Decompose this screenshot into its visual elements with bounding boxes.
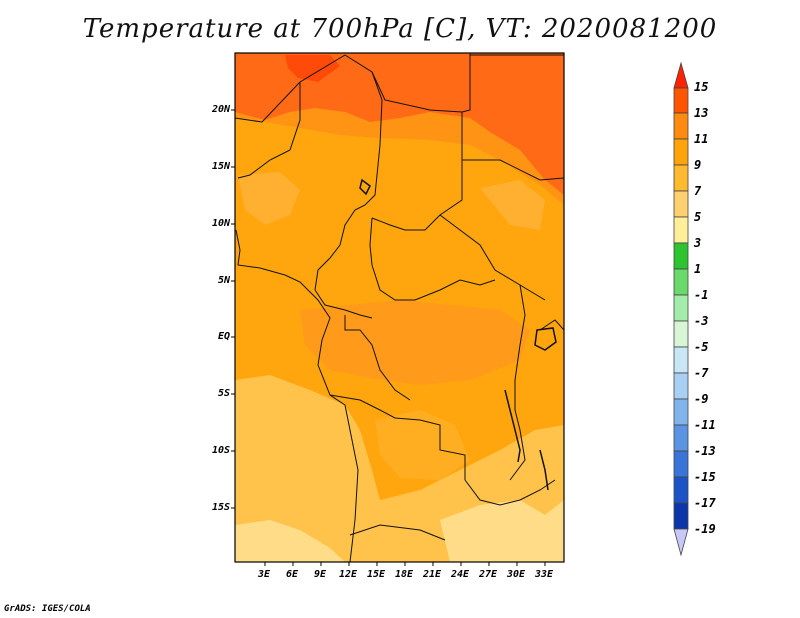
colorbar-label: 5 — [694, 210, 702, 224]
cb-9 — [673, 164, 689, 192]
border-zambia — [464, 479, 556, 506]
border-angola-namibia — [349, 524, 446, 541]
border-chad-sudan — [314, 144, 381, 291]
field-9-sahel-2 — [480, 180, 545, 230]
credit-footer: GrADS: IGES/COLA — [4, 604, 91, 614]
lon-label: 6E — [286, 569, 299, 580]
country-borders — [235, 53, 564, 562]
border-sudan-chad — [371, 71, 463, 113]
lon-label: 24E — [451, 569, 470, 580]
cb-15 — [673, 87, 689, 114]
lat-label: 5S — [217, 388, 230, 399]
border-east-2 — [462, 159, 564, 181]
border-niger-chad — [237, 82, 301, 179]
field-5-south-east — [440, 500, 564, 562]
cb-m3 — [673, 320, 689, 348]
cb-7 — [673, 190, 689, 218]
colorbar-label: -3 — [694, 314, 709, 328]
lon-label: 30E — [507, 569, 526, 580]
axis-ticks — [231, 109, 546, 566]
colorbar-label: -15 — [694, 470, 716, 484]
lon-label: 3E — [258, 569, 271, 580]
cb-5 — [673, 216, 689, 244]
lon-label: 21E — [423, 569, 442, 580]
lake-victoria — [534, 327, 557, 351]
colorbar-label: 11 — [694, 132, 709, 146]
cb-m15 — [673, 476, 689, 504]
cb-m17 — [673, 502, 689, 530]
border-cameroon-car — [369, 217, 373, 266]
map-frame — [234, 52, 565, 563]
colorbar-label: 7 — [694, 184, 702, 198]
cb-m5 — [673, 346, 689, 374]
field-9-south-patch — [375, 410, 470, 480]
colorbar-label: -7 — [694, 366, 709, 380]
border-libya-egypt — [344, 54, 383, 146]
coastline-west — [235, 229, 359, 562]
lon-label: 9E — [314, 569, 327, 580]
lat-label: 5N — [217, 275, 230, 286]
colorbar-label: -17 — [694, 496, 716, 510]
lat-label: 10N — [211, 218, 230, 229]
colorbar-label: -19 — [694, 522, 716, 536]
lon-label: 12E — [339, 569, 358, 580]
map-title: Temperature at 700hPa [C], VT: 202008120… — [82, 14, 718, 44]
border-congo — [344, 315, 411, 401]
border-car-sudan — [439, 214, 546, 301]
colorbar-label: 1 — [694, 262, 702, 276]
colorbar-bottom-cap — [673, 528, 689, 557]
lakes — [359, 178, 557, 491]
field-9-sahel — [238, 172, 300, 225]
lake-tanganyika — [504, 389, 521, 463]
lake-malawi — [539, 449, 549, 491]
colorbar-label: 15 — [694, 80, 709, 94]
lat-label: 15N — [211, 161, 230, 172]
border-chad-car — [371, 160, 463, 231]
lat-label: 10S — [211, 445, 230, 456]
lon-label: 18E — [395, 569, 414, 580]
field-5-south — [235, 520, 345, 562]
lon-label: 27E — [479, 569, 498, 580]
lake-chad — [359, 178, 371, 196]
temperature-field — [235, 53, 564, 562]
lon-label: 15E — [367, 569, 386, 580]
colorbar-label: -13 — [694, 444, 716, 458]
colorbar — [673, 61, 689, 557]
cb-3 — [673, 242, 689, 270]
colorbar-label: -5 — [694, 340, 709, 354]
border-algeria-libya — [235, 54, 346, 123]
colorbar-label: -11 — [694, 418, 716, 432]
colorbar-label: -9 — [694, 392, 709, 406]
cb-11 — [673, 138, 689, 166]
lat-label: 15S — [211, 502, 230, 513]
border-egypt-sudan — [461, 53, 471, 160]
border-car-drc — [371, 264, 496, 301]
lat-label: 20N — [211, 104, 230, 115]
border-drc-east — [509, 284, 526, 481]
field-13-north — [235, 53, 564, 195]
cb-m11 — [673, 424, 689, 452]
border-nigeria-cameroon — [314, 289, 373, 319]
colorbar-top-cap — [673, 61, 689, 89]
cb-13 — [673, 112, 689, 140]
lon-label: 33E — [535, 569, 554, 580]
colorbar-label: 3 — [694, 236, 702, 250]
border-kenya — [539, 319, 564, 331]
field-11-equator — [300, 300, 530, 385]
colorbar-label: 9 — [694, 158, 702, 172]
cb-m13 — [673, 450, 689, 478]
cb-m1 — [673, 294, 689, 322]
cb-1 — [673, 268, 689, 296]
cb-m7 — [673, 372, 689, 400]
cb-m9 — [673, 398, 689, 426]
colorbar-label: 13 — [694, 106, 709, 120]
border-angola-drc — [329, 394, 466, 480]
lat-label: EQ — [217, 331, 230, 342]
field-15-north — [285, 55, 340, 82]
colorbar-label: -1 — [694, 288, 709, 302]
